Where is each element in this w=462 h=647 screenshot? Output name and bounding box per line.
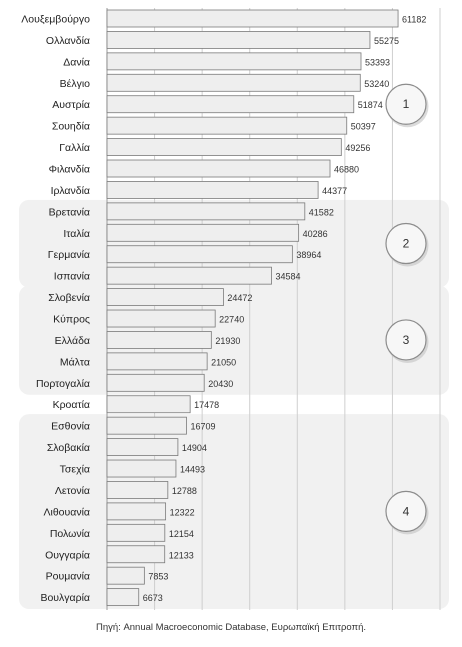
group-circle — [385, 319, 427, 361]
category-label: Σλοβενία — [48, 292, 90, 304]
value-label: 40286 — [303, 229, 328, 239]
category-label: Σλοβακία — [47, 442, 90, 454]
bar — [106, 9, 399, 28]
value-label: 61182 — [402, 15, 426, 25]
value-label: 21050 — [211, 357, 236, 367]
category-label: Κροατία — [53, 399, 90, 411]
category-label: Ελλάδα — [55, 335, 90, 347]
bar — [106, 373, 205, 392]
group-circle — [385, 83, 427, 125]
category-labels: Λουξεμβούργο Ολλανδία Δανία Βέλγιο Αυστρία Σο… — [21, 14, 90, 605]
bar — [106, 31, 371, 49]
category-label: Γαλλία — [59, 142, 90, 154]
group-circle — [385, 222, 427, 265]
bar — [106, 73, 361, 92]
value-label: 55275 — [374, 36, 399, 46]
bar — [106, 288, 224, 306]
bar — [106, 545, 166, 564]
bar — [106, 588, 140, 607]
bar — [106, 523, 166, 542]
bar — [106, 223, 300, 242]
bar — [106, 438, 179, 457]
category-label: Ιταλία — [63, 228, 90, 240]
bar — [106, 566, 145, 585]
bar — [106, 481, 169, 499]
value-label: 53393 — [365, 57, 390, 67]
category-label: Ιρλανδία — [51, 185, 90, 197]
value-label: 16709 — [190, 422, 215, 432]
category-label: Εσθονία — [51, 421, 90, 433]
group-markers: 1 2 3 4 — [385, 83, 429, 535]
value-label: 12788 — [172, 486, 197, 496]
category-label: Αυστρία — [52, 99, 90, 111]
category-label: Δανία — [63, 56, 90, 68]
category-label: Ισπανία — [54, 271, 90, 283]
category-label: Βρετανία — [49, 206, 90, 218]
value-label: 41582 — [309, 207, 334, 217]
bar — [106, 459, 177, 478]
value-label: 22740 — [219, 315, 244, 325]
value-label: 12154 — [169, 529, 194, 539]
bar — [106, 181, 319, 199]
bar — [106, 159, 331, 178]
category-label: Βέλγιο — [60, 78, 91, 90]
bars — [106, 9, 399, 607]
category-label: Ρουμανία — [46, 571, 90, 583]
category-label: Λουξεμβούργο — [21, 14, 90, 26]
group-band-2 — [19, 199, 449, 288]
group-number: 3 — [403, 333, 410, 347]
category-label: Μάλτα — [60, 356, 90, 368]
value-label: 7853 — [148, 572, 168, 582]
value-label: 17478 — [194, 400, 219, 410]
bar — [106, 352, 208, 371]
group-number: 1 — [403, 97, 410, 111]
category-label: Γερμανία — [48, 249, 90, 261]
bar — [106, 95, 355, 114]
bar — [106, 395, 191, 414]
value-label: 12133 — [169, 550, 194, 560]
bar — [106, 245, 293, 264]
group-number: 4 — [403, 504, 410, 518]
source-note: Πηγή: Annual Macroeconomic Database, Ευρ… — [95, 622, 366, 633]
category-label: Λετονία — [55, 485, 90, 497]
value-label: 38964 — [296, 250, 321, 260]
bar — [106, 52, 362, 71]
bar — [106, 416, 187, 435]
category-label: Βουλγαρία — [40, 592, 90, 604]
category-label: Ολλανδία — [46, 35, 90, 47]
value-label: 14493 — [180, 465, 205, 475]
value-label: 50397 — [351, 122, 376, 132]
value-labels: 61182 55275 53393 53240 51874 50397 49256 46880… — [143, 15, 427, 604]
category-label: Ουγγαρία — [45, 549, 90, 561]
bar — [106, 331, 212, 349]
value-label: 46880 — [334, 165, 359, 175]
bar — [106, 502, 167, 521]
value-label: 24472 — [227, 293, 252, 303]
bar — [106, 266, 272, 285]
category-label: Πορτογαλία — [36, 378, 90, 390]
category-label: Σουηδία — [52, 121, 90, 133]
bar — [106, 202, 306, 221]
category-label: Πολωνία — [50, 528, 90, 540]
value-label: 49256 — [345, 143, 370, 153]
value-label: 14904 — [182, 443, 207, 453]
group-number: 2 — [403, 237, 410, 251]
bar — [106, 309, 216, 328]
value-label: 12322 — [170, 507, 195, 517]
value-label: 20430 — [208, 379, 233, 389]
value-label: 44377 — [322, 186, 347, 196]
category-label: Κύπρος — [53, 314, 90, 326]
bar — [106, 116, 348, 135]
group-circle — [385, 490, 427, 532]
value-label: 6673 — [143, 593, 163, 603]
value-label: 51874 — [358, 100, 383, 110]
category-label: Λιθουανία — [44, 506, 91, 518]
bar — [106, 138, 342, 156]
value-label: 53240 — [364, 79, 389, 89]
value-label: 34584 — [276, 272, 301, 282]
category-label: Τσεχία — [60, 464, 90, 476]
value-label: 21930 — [215, 336, 240, 346]
category-label: Φιλανδία — [49, 164, 90, 176]
